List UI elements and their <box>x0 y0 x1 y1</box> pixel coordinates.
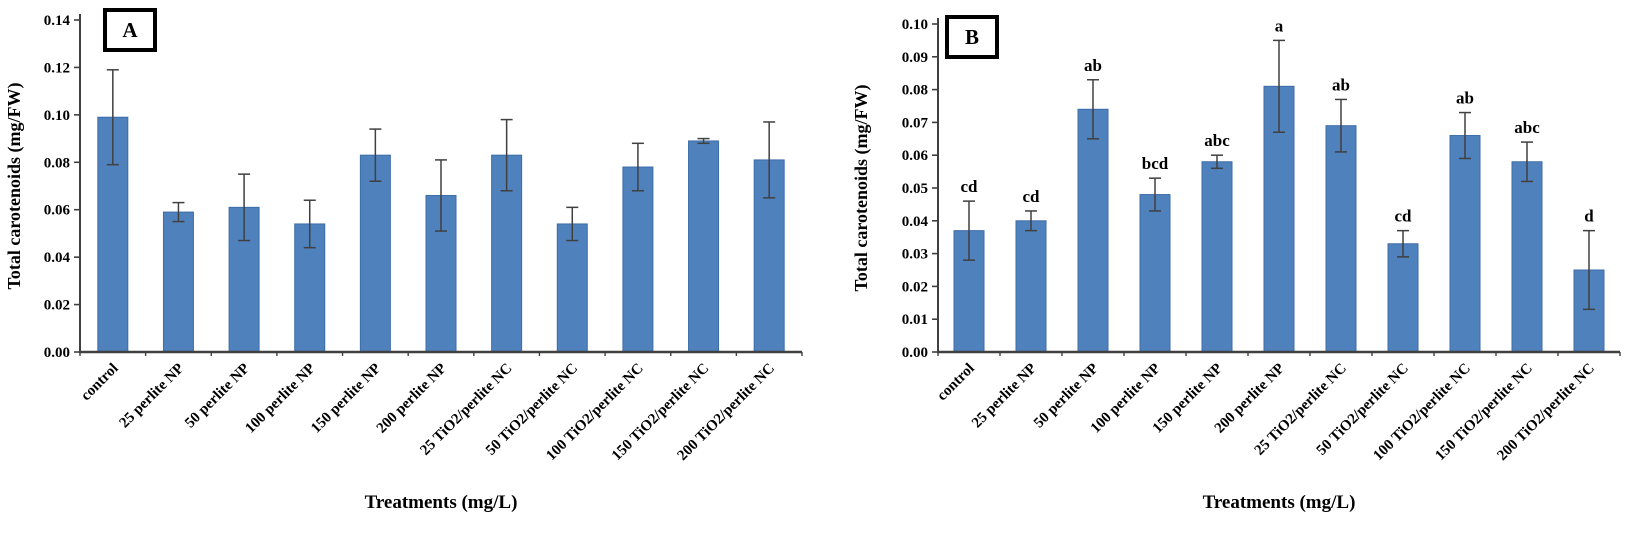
x-category-label: control <box>934 361 978 405</box>
bar <box>162 211 194 353</box>
panel-b: 0.00 0.01 0.02 0.03 0.04 0.05 0.06 0.07 0.08 0.09… <box>820 0 1640 534</box>
y-tick-label: 0.10 <box>902 17 928 33</box>
bar <box>425 194 457 353</box>
significance-letter: ab <box>1332 75 1350 94</box>
panel-a-label-box: A <box>103 8 157 52</box>
significance-letter: abc <box>1204 131 1230 150</box>
significance-letter: cd <box>1395 207 1413 226</box>
y-tick-label: 0.08 <box>902 83 928 99</box>
y-tick-label: 0.03 <box>902 247 928 263</box>
panel-b-chart: 0.00 0.01 0.02 0.03 0.04 0.05 0.06 0.07 0.08 0.09… <box>851 16 1621 513</box>
x-category-label: control <box>78 361 122 405</box>
significance-letter: bcd <box>1142 154 1169 173</box>
significance-letter: cd <box>1023 187 1041 206</box>
y-tick-label: 0.02 <box>902 279 928 295</box>
y-tick-label: 0.01 <box>902 312 928 328</box>
panel-b-label-box: B <box>945 15 999 59</box>
y-tick-label: 0.14 <box>44 13 71 29</box>
y-tick-label: 0.09 <box>902 50 928 66</box>
x-category-label: 50 perlite NP <box>182 361 253 432</box>
bar <box>1387 243 1419 353</box>
y-tick-label: 0.00 <box>902 345 928 361</box>
x-axis-title: Treatments (mg/L) <box>1203 492 1356 513</box>
y-tick-label: 0.07 <box>902 115 929 131</box>
y-axis-title: Total carotenoids (mg/FW) <box>4 83 25 290</box>
panel-a: 0.00 0.02 0.04 0.06 0.08 0.10 0.12 0.14 control 2… <box>4 8 803 513</box>
significance-letter: cd <box>961 177 979 196</box>
bar <box>1077 108 1109 353</box>
x-category-label: 25 perlite NP <box>116 361 187 432</box>
y-tick-label: 0.06 <box>902 148 929 164</box>
y-tick-label: 0.10 <box>44 108 70 124</box>
y-tick-label: 0.04 <box>902 214 929 230</box>
bar <box>359 154 391 353</box>
y-tick-label: 0.04 <box>44 250 71 266</box>
x-axis-title: Treatments (mg/L) <box>365 492 518 513</box>
y-tick-label: 0.05 <box>902 181 928 197</box>
bar <box>1015 220 1047 353</box>
bar <box>1325 125 1357 353</box>
significance-letter: abc <box>1514 118 1540 137</box>
y-tick-label: 0.06 <box>44 203 71 219</box>
y-tick-label: 0.12 <box>44 60 70 76</box>
significance-letter: ab <box>1084 56 1102 75</box>
bar <box>1449 135 1481 353</box>
y-tick-label: 0.08 <box>44 155 70 171</box>
y-tick-label: 0.00 <box>44 345 70 361</box>
bar <box>1201 161 1233 353</box>
x-category-label: 25 perlite NP <box>969 361 1040 432</box>
bar <box>1511 161 1543 353</box>
y-axis-title: Total carotenoids (mg/FW) <box>851 85 872 292</box>
bar <box>1139 194 1171 353</box>
panel-b-label: B <box>964 24 979 49</box>
bar <box>688 140 720 353</box>
y-tick-label: 0.02 <box>44 298 70 314</box>
bar <box>556 223 588 353</box>
significance-letter: d <box>1584 207 1594 226</box>
bar <box>622 166 654 353</box>
panel-a-label: A <box>122 17 138 42</box>
significance-letter: ab <box>1456 89 1474 108</box>
significance-letter: a <box>1275 16 1284 35</box>
panel-a-chart: 0.00 0.02 0.04 0.06 0.08 0.10 0.12 0.14 control2… <box>4 13 803 513</box>
